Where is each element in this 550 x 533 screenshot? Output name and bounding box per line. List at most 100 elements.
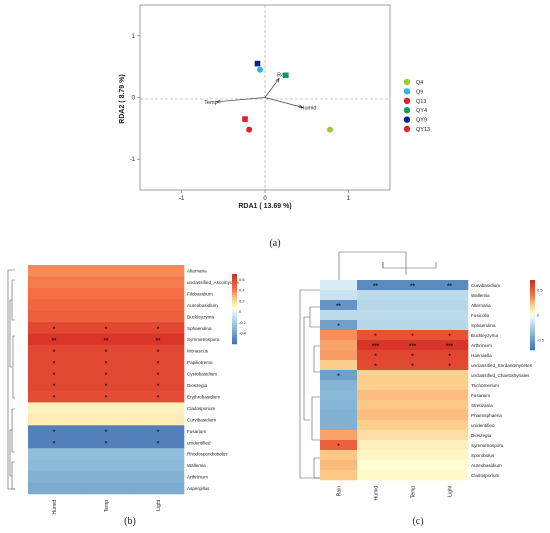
colorbar-segment: [530, 280, 535, 283]
heatmap-cell: [80, 276, 133, 289]
colorbar-segment: [232, 311, 237, 314]
significance-mark: **: [410, 284, 415, 290]
heatmap-cell: [80, 356, 133, 369]
heatmap-cell: [80, 265, 133, 277]
heatmap-cell: [132, 287, 185, 300]
rda-x-axis-label: RDA1 ( 13.69 %): [238, 203, 291, 210]
heatmap-cell: [80, 471, 133, 483]
colorbar-tick-label: 0.6: [239, 277, 245, 282]
heatmap-cell: [357, 330, 395, 341]
heatmap-cell: [80, 482, 133, 495]
heatmap-cell: [28, 413, 81, 426]
heatmap-cell: [431, 400, 469, 411]
heatmap-row-label: Trichomerium: [471, 383, 499, 388]
colorbar-segment: [232, 297, 237, 300]
heatmap-cell: [394, 440, 432, 451]
heatmap-cell: [357, 310, 395, 321]
significance-mark: **: [104, 338, 109, 344]
heatmap-row-label: Arthrinium: [187, 475, 208, 480]
heatmap-row-label: Aureobasidium: [187, 303, 218, 308]
heatmap-cell: [28, 471, 81, 483]
env-arrow-label: Temp: [204, 100, 217, 106]
colorbar-segment: [530, 326, 535, 330]
heatmap-cell: [431, 290, 469, 301]
heatmap-cell: [357, 320, 395, 331]
colorbar-tick-label: 0.5: [537, 288, 543, 293]
significance-mark: *: [105, 327, 108, 333]
significance-mark: *: [337, 444, 340, 450]
colorbar-segment: [232, 316, 237, 319]
heatmap-cell: [320, 350, 358, 361]
significance-mark: *: [157, 373, 160, 379]
heatmap-cell: [28, 379, 81, 392]
heatmap-cell: [132, 333, 185, 346]
heatmap-row-label: Fusarium: [471, 393, 490, 398]
heatmap-cell: [28, 322, 81, 334]
heatmap-cell: [132, 322, 185, 334]
heatmap-cell: [28, 299, 81, 312]
colorbar-segment: [530, 303, 535, 306]
heatmap-cell: [28, 368, 81, 380]
heatmap-cell: [394, 280, 432, 291]
heatmap-cell: [80, 379, 133, 392]
heatmap-cell: [28, 402, 81, 415]
heatmap-cell: [357, 460, 395, 471]
colorbar-segment: [530, 345, 535, 348]
legend-label: Q4: [416, 80, 423, 86]
colorbar-segment: [232, 274, 237, 277]
heatmap-cell: [132, 413, 185, 426]
significance-mark: *: [53, 373, 56, 379]
heatmap-cell: [394, 370, 432, 381]
heatmap-cell: [431, 330, 469, 341]
env-arrowhead: [298, 104, 304, 109]
heatmap-row-label: Hannaella: [471, 353, 492, 358]
colorbar-segment: [232, 290, 237, 293]
significance-mark: *: [53, 384, 56, 390]
heatmap-cell: [431, 410, 469, 421]
heatmap-cell: [394, 450, 432, 461]
heatmap-cell: [28, 345, 81, 357]
colorbar-segment: [232, 337, 237, 340]
heatmap-cell: [357, 350, 395, 361]
heatmap-cell: [320, 470, 358, 481]
heatmap-c-left-dendrogram: [299, 289, 320, 479]
colorbar-segment: [530, 340, 535, 344]
heatmap-row-label: Alternaria: [187, 269, 207, 274]
colorbar-tick-label: 0: [537, 313, 540, 318]
heatmap-cell: [132, 436, 185, 449]
colorbar-segment: [232, 283, 237, 286]
colorbar-segment: [530, 294, 535, 297]
significance-mark: *: [411, 364, 414, 370]
significance-mark: *: [157, 350, 160, 356]
significance-mark: *: [157, 441, 160, 447]
legend-label: QY4: [416, 108, 427, 114]
heatmap-cell: [28, 265, 81, 277]
colorbar-segment: [232, 276, 237, 279]
heatmap-cell: [431, 440, 469, 451]
heatmap-cell: [357, 440, 395, 451]
colorbar-segment: [232, 302, 237, 305]
heatmap-cell: [132, 471, 185, 483]
colorbar-segment: [530, 282, 535, 285]
colorbar-tick-label: 0: [239, 309, 242, 314]
heatmap-cell: [320, 420, 358, 431]
heatmap-cell: [320, 290, 358, 301]
significance-mark: **: [52, 338, 57, 344]
heatmap-cell: [28, 482, 81, 495]
heatmap-row-label: Erythrobasidium: [187, 394, 220, 399]
significance-mark: *: [374, 354, 377, 360]
heatmap-row-label: Cladosporium: [471, 473, 500, 478]
heatmap-cell: [320, 460, 358, 471]
heatmap-c-colorbar: 0.5 0 -0.5: [530, 280, 545, 351]
significance-mark: *: [105, 396, 108, 402]
heatmap-row-label: Cystobasidium: [187, 372, 217, 377]
heatmap-cell: [132, 310, 185, 323]
rda-y-axis-label: RDA2 ( 8.79 %): [119, 74, 126, 123]
legend-swatch: [403, 78, 411, 86]
heatmap-cell: [431, 300, 469, 311]
colorbar-segment: [530, 331, 535, 334]
colorbar-tick-label: -0.2: [239, 320, 247, 325]
heatmap-cell: [394, 340, 432, 351]
heatmap-cell: [357, 410, 395, 421]
heatmap-row-label: Dioszegia: [471, 433, 492, 438]
